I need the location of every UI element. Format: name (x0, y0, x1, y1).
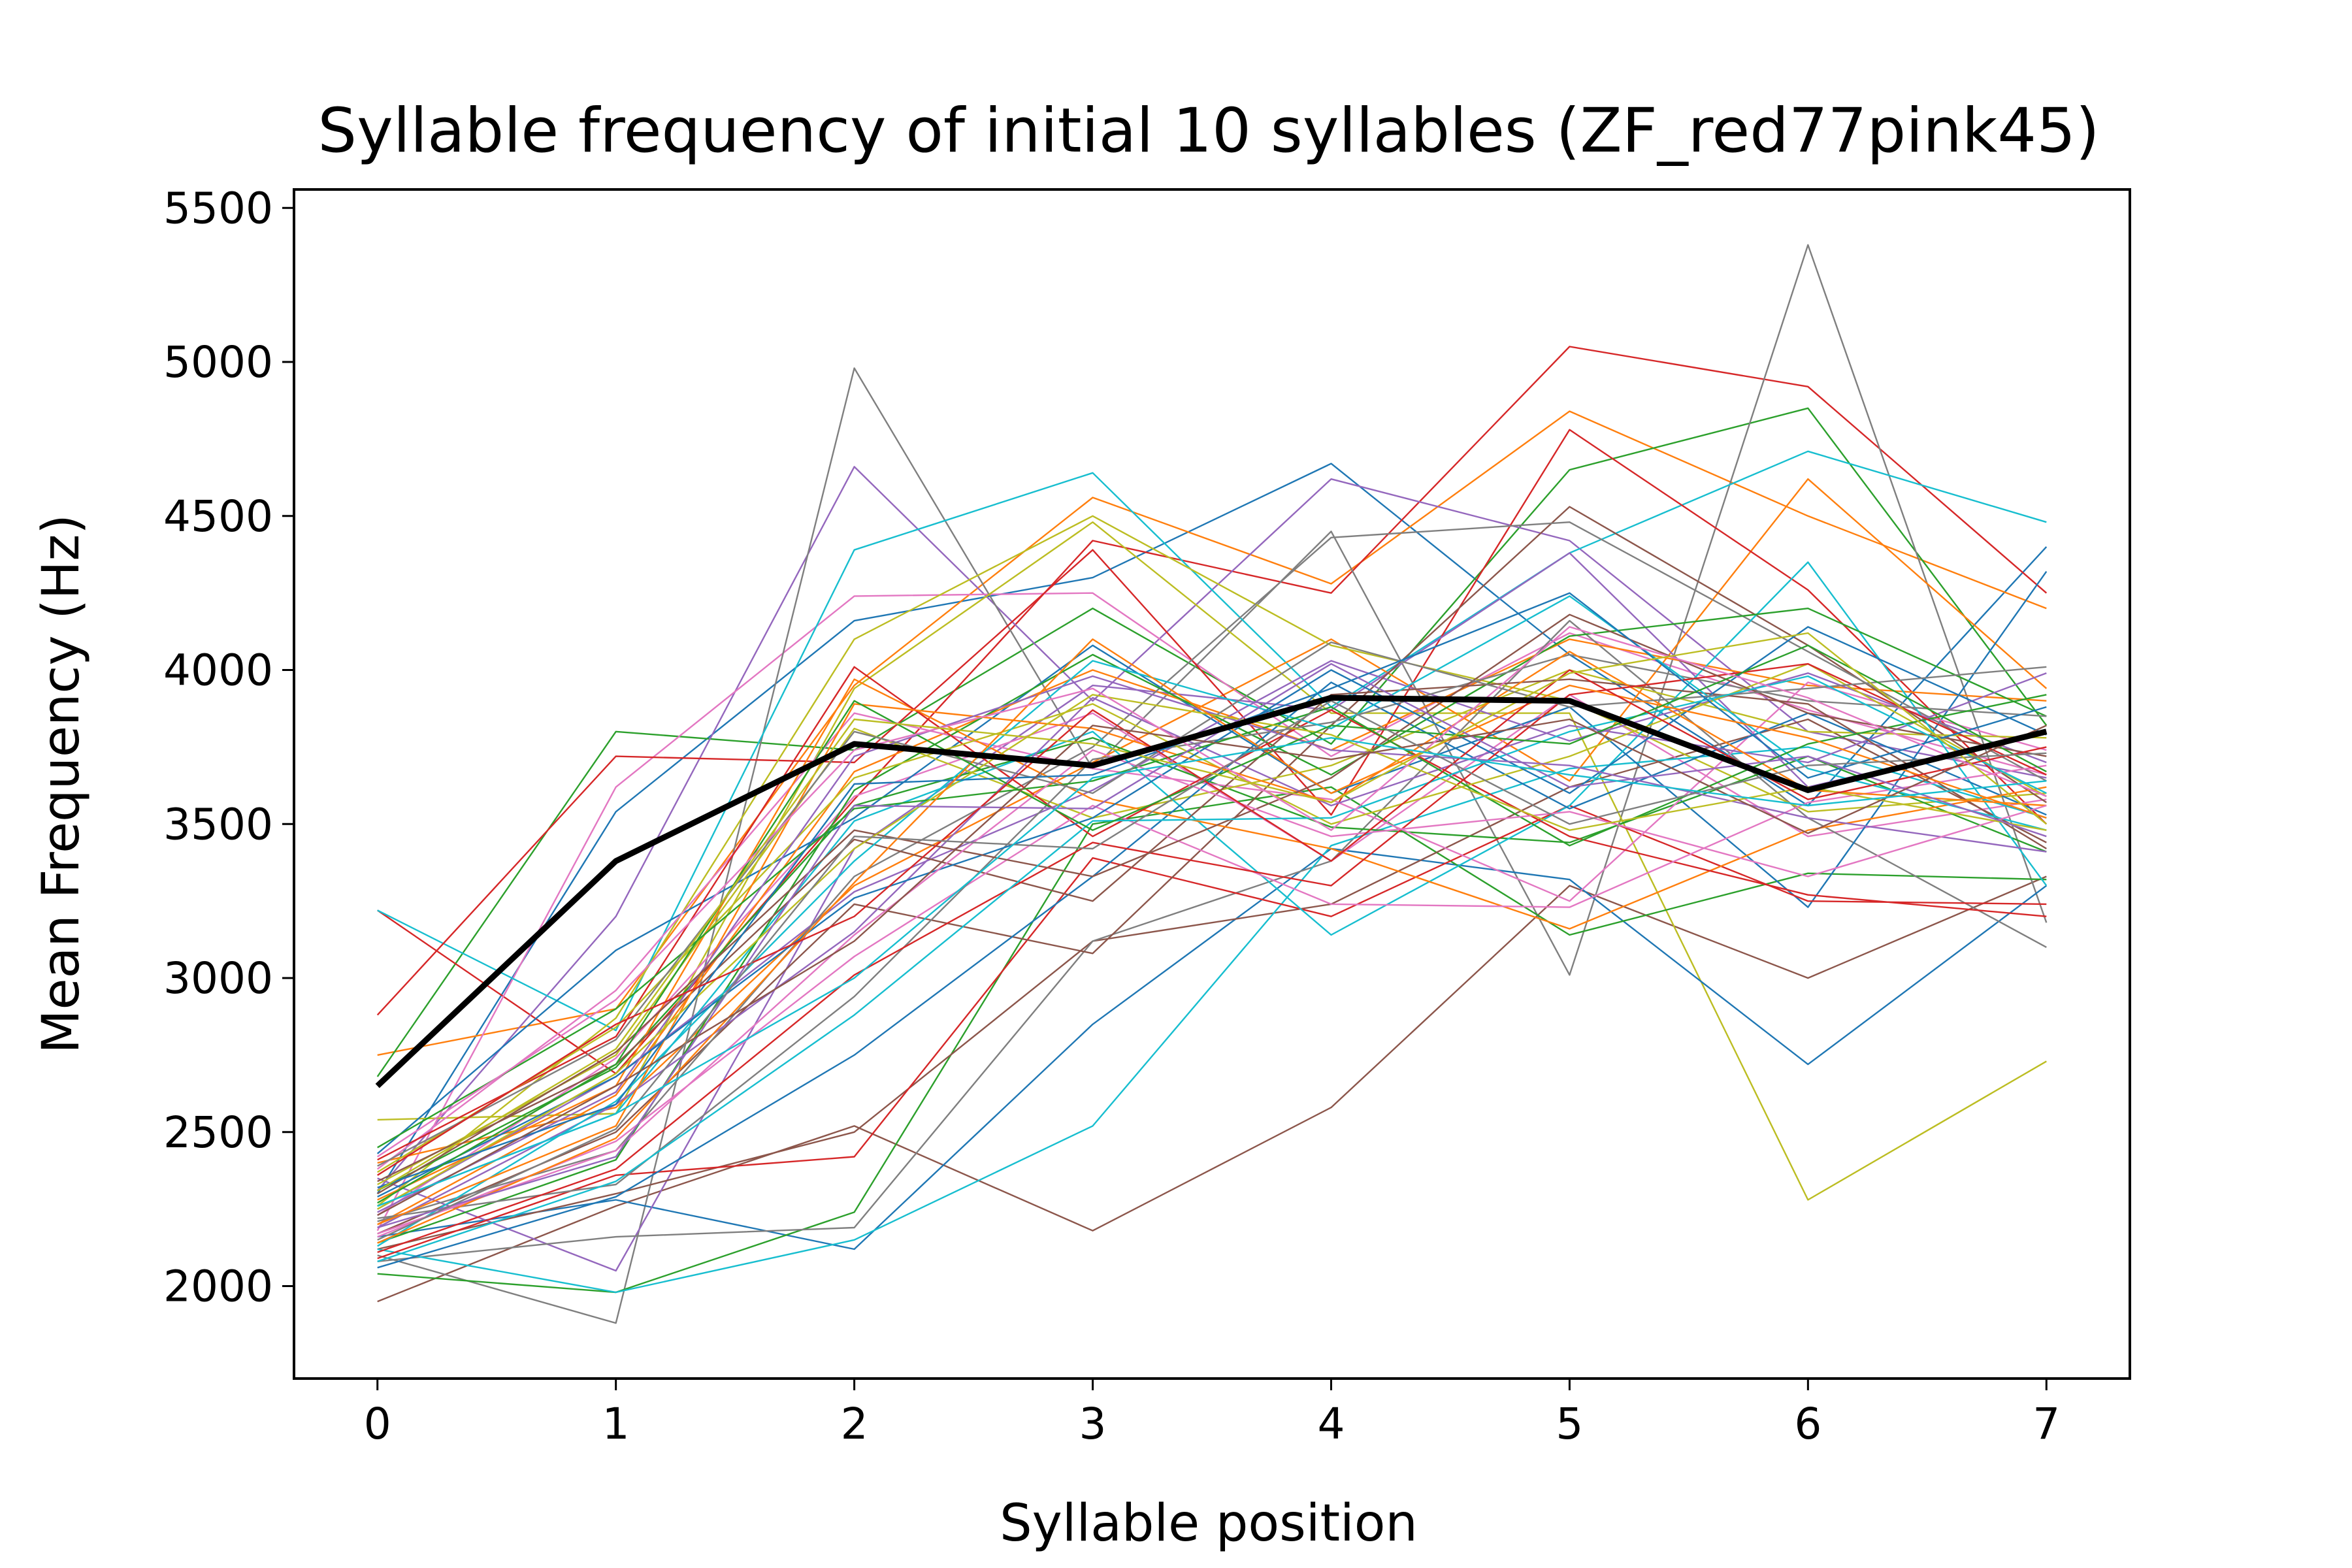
series-line-11 (377, 847, 2048, 1250)
series-line-20 (377, 746, 2047, 1294)
series-line-13 (377, 786, 2047, 1294)
series-line-57 (377, 626, 2047, 1158)
series-line-60 (377, 737, 2047, 1207)
series-line-14 (376, 429, 2048, 1016)
x-tick-label: 6 (1794, 1399, 1821, 1449)
y-tick-label: 3500 (163, 799, 273, 849)
plot-frame (293, 188, 2131, 1380)
series-line-23 (377, 737, 2047, 1192)
series-line-42 (377, 651, 2047, 1226)
series-lines (375, 244, 2048, 1324)
series-line-39 (377, 662, 2047, 1173)
x-tick-label: 5 (1556, 1399, 1583, 1449)
x-tick-label: 3 (1079, 1399, 1107, 1449)
y-tick-label: 4000 (163, 645, 273, 696)
series-line-52 (377, 638, 2047, 1244)
chart-title: Syllable frequency of initial 10 syllabl… (318, 95, 2099, 167)
series-line-28 (377, 521, 2047, 1222)
series-line-55 (377, 662, 2047, 1229)
y-axis-label: Mean Frequency (Hz) (32, 514, 91, 1054)
series-line-56 (377, 718, 2047, 1217)
x-tick-label: 0 (364, 1399, 391, 1449)
series-line-21 (376, 571, 2048, 1154)
series-line-59 (377, 632, 2048, 1192)
series-line-8 (377, 244, 2048, 1324)
series-line-48 (377, 641, 2047, 1167)
series-line-18 (377, 619, 2047, 1262)
x-tick-label: 2 (841, 1399, 868, 1449)
series-line-44 (377, 662, 2047, 1253)
series-line-27 (376, 681, 2047, 1170)
axis-ticks: 0 1 2 3 4 5 6 7 2000 2500 3000 3500 4000 4500 5000 5500 (163, 183, 2060, 1449)
series-line-46 (377, 613, 2047, 1195)
y-tick-label: 2500 (163, 1107, 273, 1158)
series-line-49 (377, 694, 2047, 1210)
x-tick-label: 7 (2033, 1399, 2060, 1449)
x-tick-label: 4 (1317, 1399, 1345, 1449)
x-tick-label: 1 (602, 1399, 630, 1449)
series-line-22 (377, 638, 2047, 1226)
y-tick-label: 5500 (163, 183, 273, 233)
series-line-10 (377, 450, 2047, 1032)
series-line-16 (377, 718, 2047, 1250)
y-tick-label: 5000 (163, 337, 273, 387)
series-line-19 (376, 515, 2047, 1207)
series-line-26 (377, 506, 2047, 1235)
series-line-53 (377, 644, 2047, 1204)
y-tick-label: 2000 (163, 1262, 273, 1312)
series-line-15 (377, 552, 2047, 1272)
y-tick-label: 3000 (163, 953, 273, 1004)
y-tick-label: 4500 (163, 491, 273, 542)
series-line-37 (377, 764, 2047, 1238)
series-line-6 (377, 875, 2047, 1303)
series-line-1 (376, 463, 2048, 1194)
x-axis-label: Syllable position (1000, 1494, 1418, 1553)
series-line-12 (377, 478, 2048, 1164)
series-line-25 (377, 660, 2047, 1210)
series-line-36 (377, 678, 2047, 1183)
series-line-9 (377, 521, 2047, 1201)
mean-series-line (375, 694, 2048, 1088)
series-line-35 (377, 672, 2047, 1229)
series-line-30 (377, 561, 2048, 1207)
series-line-47 (377, 749, 2047, 1235)
series-line-32 (377, 678, 2047, 1201)
series-line-29 (377, 669, 2047, 1186)
series-line-3 (376, 407, 2048, 1077)
